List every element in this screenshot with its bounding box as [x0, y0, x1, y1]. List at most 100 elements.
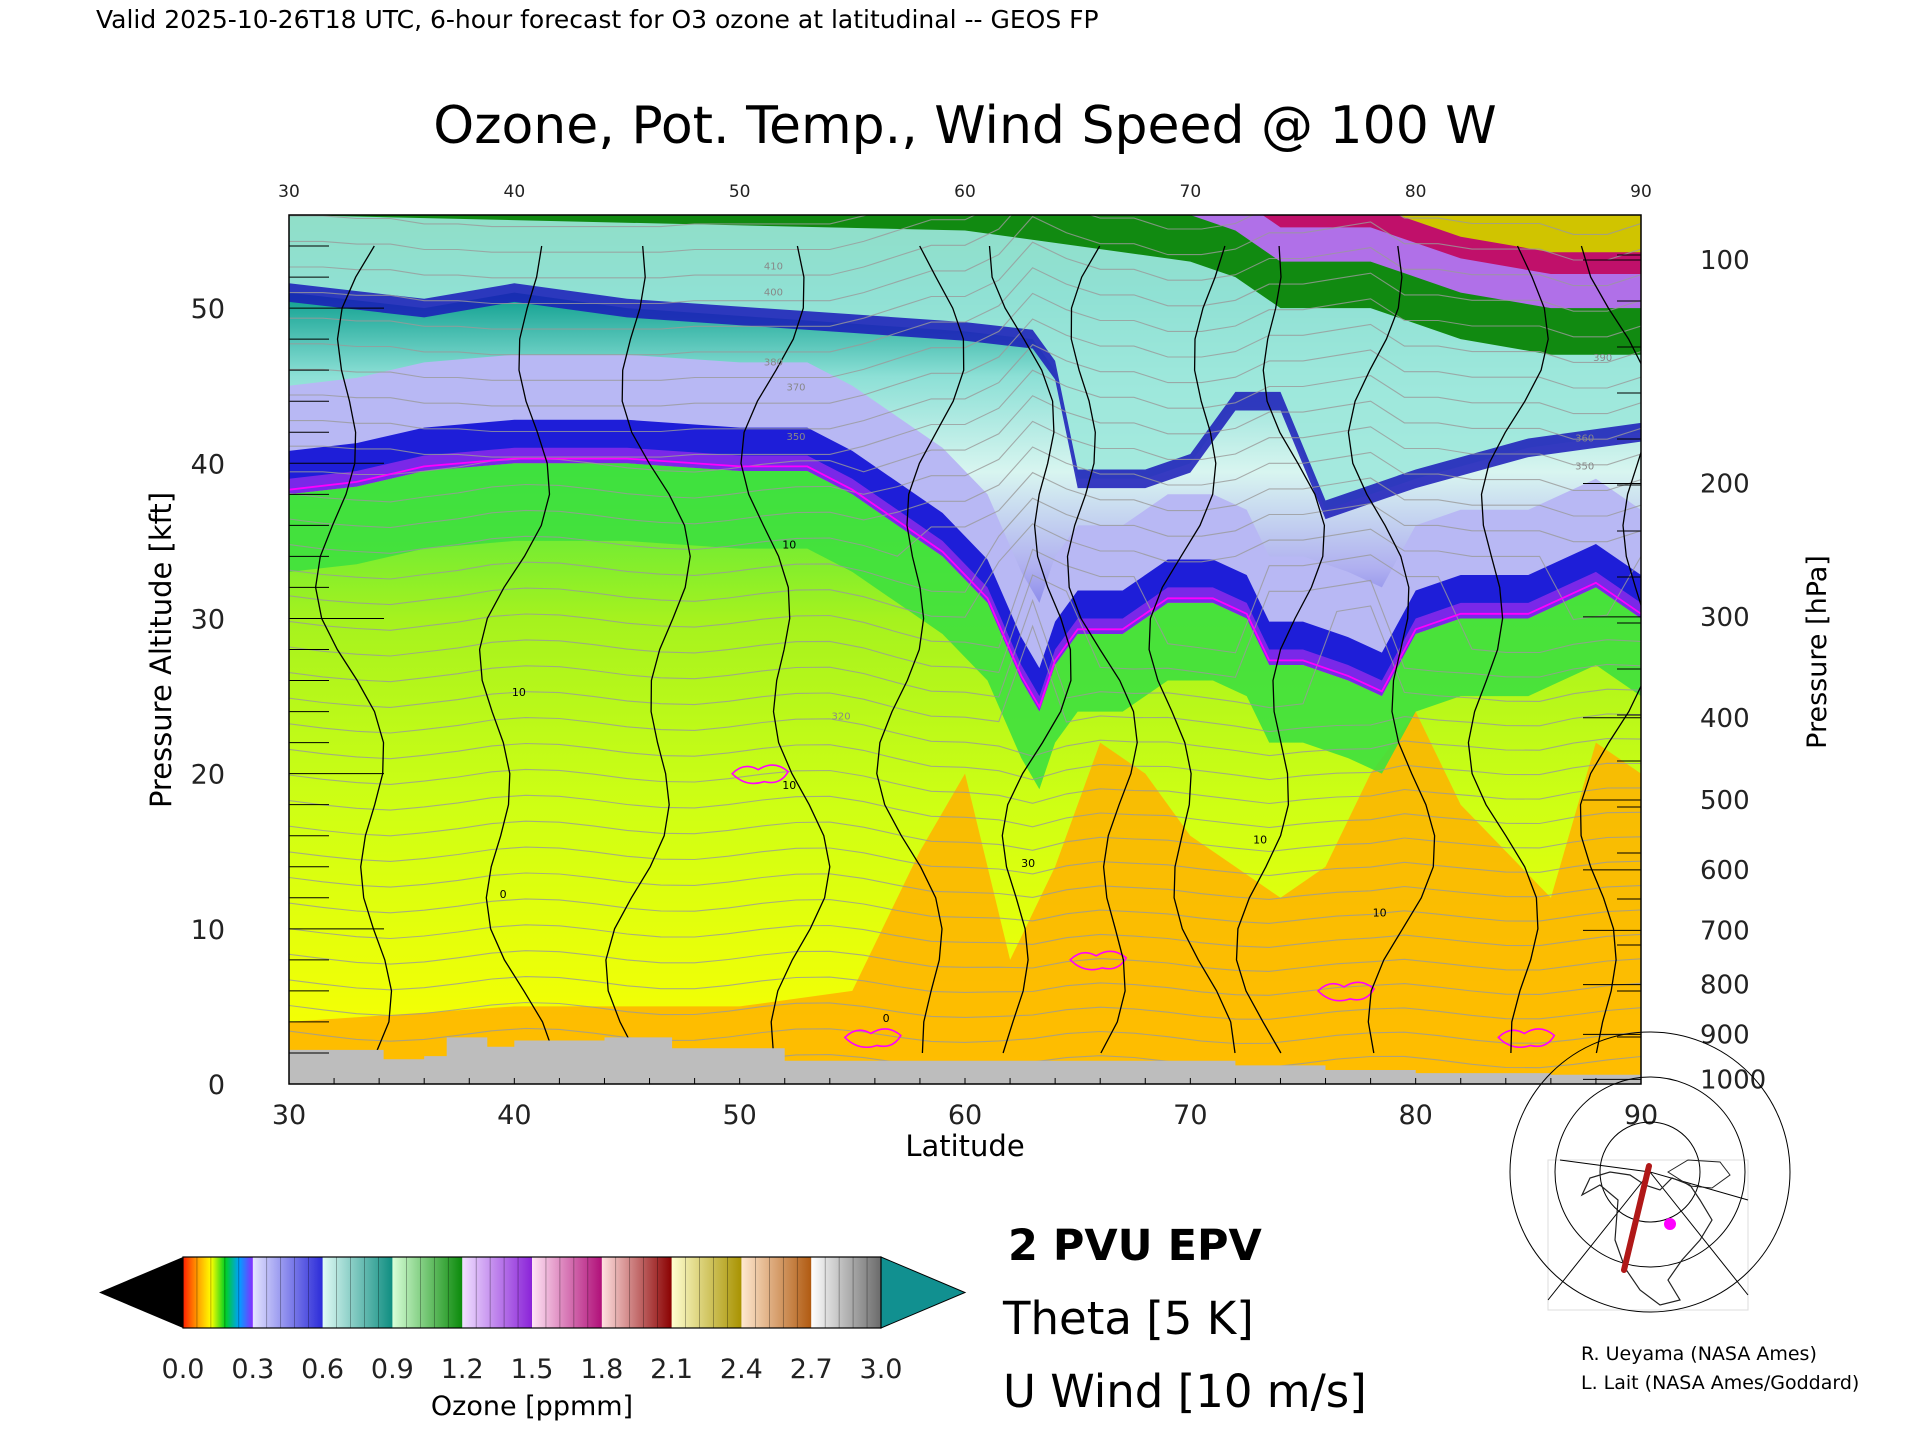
theta-line: [289, 598, 1641, 709]
colorbar-segment: [671, 1257, 742, 1328]
theta-line: [289, 215, 977, 253]
theta-line: [289, 292, 1641, 381]
theta-line: [289, 624, 1641, 733]
epv-contour: [843, 1028, 902, 1048]
epv-contour: [1316, 981, 1376, 1002]
chart-title: Ozone, Pot. Temp., Wind Speed @ 100 W: [433, 96, 1496, 156]
theta-line: [289, 794, 1641, 829]
x-tick-label: 60: [948, 1100, 982, 1131]
wind-label: 10: [1253, 833, 1267, 846]
theta-line: [289, 820, 1641, 853]
theta-label: 390: [1593, 353, 1612, 364]
pressure-tick-label: 700: [1700, 916, 1750, 946]
colorbar-tick-label: 0.6: [301, 1354, 344, 1385]
x-top-tick-label: 50: [729, 182, 751, 202]
inset-map-greenland: [1667, 1159, 1731, 1189]
theta-label: 400: [764, 288, 783, 299]
inset-map-meridian-2: [1649, 1171, 1749, 1296]
y-tick-label: 50: [191, 294, 225, 325]
theta-label: 410: [764, 261, 783, 272]
y-tick-label: 20: [191, 760, 225, 791]
theta-line: [289, 241, 1641, 330]
uwind-contour: [478, 245, 555, 1054]
uwind-contour: [988, 245, 1072, 1054]
theta-line: [289, 215, 1641, 279]
colorbar-tick-label: 2.1: [650, 1354, 693, 1385]
upper-stratosphere-yellow: [1397, 215, 1641, 253]
colorbar-tick-label: 0.0: [162, 1354, 205, 1385]
plot-area: 410 400 380 370 350 320 360 350 390 10 10 10 30 10 10 0…: [289, 215, 1641, 1084]
colorbar-segment: [811, 1257, 882, 1328]
pressure-tick-label: 1000: [1700, 1065, 1766, 1095]
epv-contour: [731, 764, 790, 785]
x-top-tick-label: 40: [504, 182, 526, 202]
inset-location-map: [1509, 1031, 1791, 1313]
colorbar-segment: [462, 1257, 533, 1328]
x-axis-label: Latitude: [905, 1129, 1024, 1163]
legend-uwind: U Wind [10 m/s]: [1003, 1365, 1367, 1418]
pressure-tick-label: 400: [1700, 704, 1750, 734]
x-tick-label: 70: [1173, 1100, 1207, 1131]
uwind-contour: [1066, 245, 1138, 1054]
terrain-layer: [289, 1037, 1641, 1084]
theta-line: [289, 420, 1641, 503]
theta-label: 360: [1575, 434, 1594, 445]
theta-line: [289, 872, 1641, 900]
theta-line: [289, 523, 1641, 621]
inset-map-coastline: [1580, 1171, 1713, 1306]
uwind-contour: [605, 245, 691, 1054]
legend-epv: 2 PVU EPV: [1008, 1221, 1262, 1271]
inset-map-section-line: [1621, 1163, 1652, 1273]
uwind-contour: [314, 245, 393, 1054]
x-axis-bottom: 30 40 50 60 70 80 90: [272, 1078, 1658, 1131]
theta-label: 350: [786, 432, 805, 443]
ozone-fill-layers: [289, 215, 1641, 1084]
colorbar-tick-label: 1.2: [441, 1354, 484, 1385]
theta-line: [289, 369, 1641, 458]
pressure-tick-label: 100: [1700, 246, 1750, 276]
theta-line: [289, 1001, 1641, 1020]
x-top-tick-label: 80: [1405, 182, 1427, 202]
stratosphere-blue-ridge: [289, 283, 1641, 520]
y-axis-label: Pressure Altitude [kft]: [144, 492, 178, 808]
x-tick-label: 40: [497, 1100, 531, 1131]
credit-line-1: R. Ueyama (NASA Ames): [1581, 1343, 1817, 1365]
wind-contours: [314, 245, 1641, 1054]
theta-line: [289, 548, 1641, 654]
inset-map-meridian-1: [1547, 1171, 1651, 1301]
pressure-tick-label: 900: [1700, 1020, 1750, 1050]
theta-line: [289, 846, 1641, 877]
y-tick-label: 30: [191, 604, 225, 635]
theta-line: [289, 976, 1641, 996]
colorbar-segment: [322, 1257, 393, 1328]
theta-line: [289, 267, 1641, 356]
colorbar-segment: [532, 1257, 603, 1328]
uwind-contour: [740, 245, 831, 1054]
theta-line: [289, 343, 1641, 433]
colorbar-segment: [601, 1257, 673, 1328]
theta-line: [289, 318, 1641, 407]
uwind-contour: [1347, 245, 1436, 1054]
pressure-tick-label: 300: [1700, 603, 1750, 633]
colorbar-tick-label: 0.3: [231, 1354, 274, 1385]
colorbar-segment: [741, 1257, 812, 1328]
inset-map-circle-mid: [1554, 1076, 1746, 1268]
theta-line: [289, 768, 1641, 805]
terrain: [289, 1037, 1641, 1084]
colorbar-tick-label: 1.8: [580, 1354, 623, 1385]
ozone-colorbar: 0.0 0.3 0.6 0.9 1.2 1.5 1.8 2.1 2.4 2.7 3.0: [99, 1256, 967, 1385]
theta-line: [289, 717, 1641, 757]
wind-label: 0: [500, 888, 507, 901]
theta-label: 350: [1575, 461, 1594, 472]
x-top-tick-label: 70: [1180, 182, 1202, 202]
header-text: Valid 2025-10-26T18 UTC, 6-hour forecast…: [96, 5, 1099, 34]
colorbar-label: Ozone [ppmm]: [431, 1391, 633, 1422]
epv-contour: [1069, 950, 1128, 971]
y-axis-right-pressure: 100 200 300 400 500 600 700 800 900 1000: [1583, 246, 1766, 1095]
upper-troposphere-green: [289, 463, 1641, 790]
lower-troposphere-orange: [289, 711, 1641, 1084]
pressure-tick-label: 500: [1700, 786, 1750, 816]
theta-line: [289, 898, 1641, 924]
